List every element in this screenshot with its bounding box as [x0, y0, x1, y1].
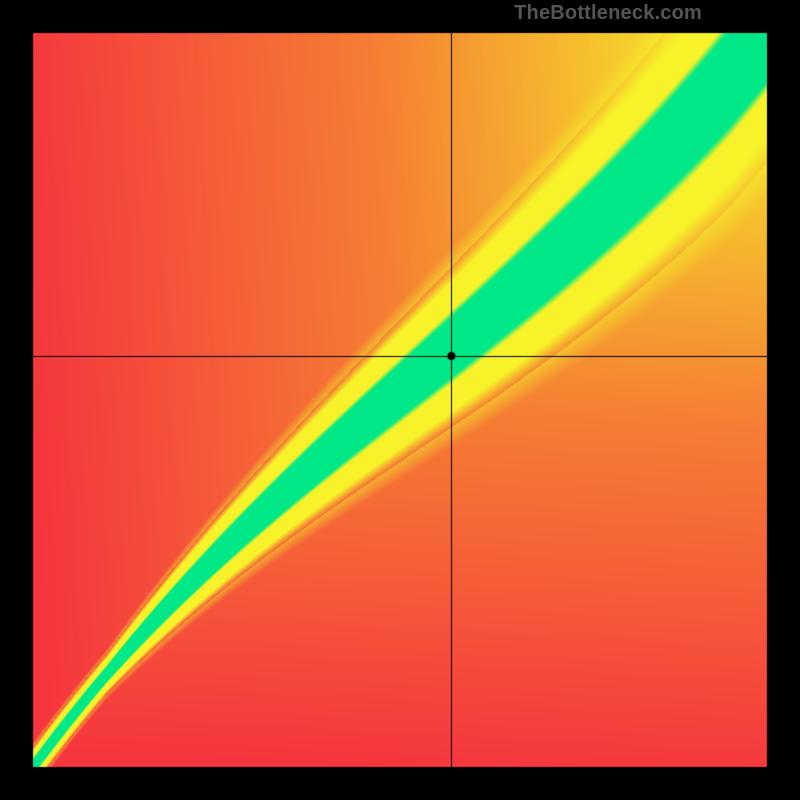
chart-container: TheBottleneck.com — [0, 0, 800, 800]
watermark-text: TheBottleneck.com — [514, 2, 702, 25]
bottleneck-heatmap — [0, 0, 800, 800]
